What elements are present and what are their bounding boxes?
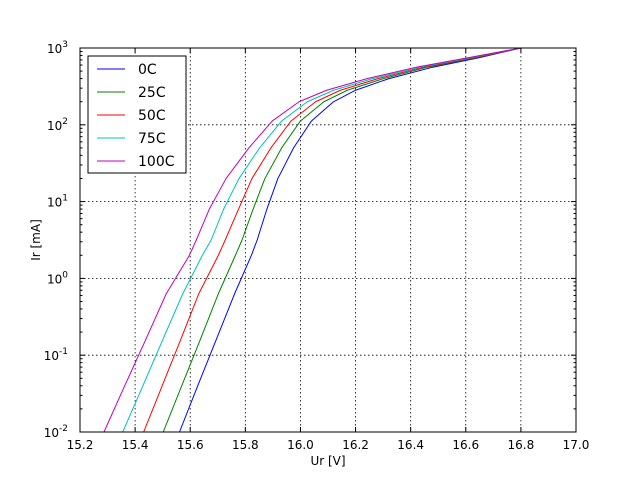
y-tick-label: 102 [47,117,68,133]
x-tick-label: 15.8 [232,438,259,452]
legend-label: 100C [138,154,175,170]
series-line-0c [179,48,522,432]
legend-box [87,55,187,174]
legend-label: 25C [138,85,166,101]
y-tick-exponent: 1 [62,194,68,204]
x-tick-label: 16.0 [287,438,314,452]
y-tick-exponent: -1 [59,347,68,357]
y-tick-base: 10 [44,349,59,363]
series-line-100c [103,48,521,432]
legend: 0C 25C 50C 75C 100C [87,55,187,174]
series-lines [103,48,522,432]
x-tick-label: 17.0 [563,438,590,452]
y-tick-exponent: -2 [59,424,68,434]
series-line-75c [122,48,521,432]
y-tick-label: 103 [47,40,68,56]
y-axis-label: Ir [mA] [29,219,43,261]
y-tick-base: 10 [47,42,62,56]
x-tick-label: 16.6 [452,438,479,452]
y-tick-label: 10-2 [44,424,68,440]
y-tick-exponent: 0 [62,270,68,280]
x-axis-label: Ur [V] [310,454,345,468]
y-tick-base: 10 [47,119,62,133]
y-tick-label: 10-1 [44,347,68,363]
y-tick-exponent: 3 [62,40,68,50]
series-line-25c [162,48,521,432]
x-tick-label: 15.2 [67,438,94,452]
x-tick-labels: 15.2 15.4 15.6 15.8 16.0 16.2 16.4 16.6 16.8 17.0 [67,438,590,452]
x-tick-label: 15.6 [177,438,204,452]
plot-frame [79,47,577,433]
y-tick-label: 100 [47,270,68,286]
y-tick-label: 101 [47,194,68,210]
y-tick-base: 10 [47,196,62,210]
series-line-50c [143,48,521,432]
x-tick-label: 16.8 [508,438,535,452]
x-tick-label: 16.2 [342,438,369,452]
y-tick-base: 10 [44,426,59,440]
x-tick-label: 16.4 [397,438,424,452]
legend-label: 0C [138,62,157,78]
legend-label: 50C [138,108,166,124]
x-tick-label: 15.4 [122,438,149,452]
y-tick-exponent: 2 [62,117,68,127]
legend-label: 75C [138,131,166,147]
axis-ticks [79,47,577,433]
y-tick-base: 10 [47,272,62,286]
